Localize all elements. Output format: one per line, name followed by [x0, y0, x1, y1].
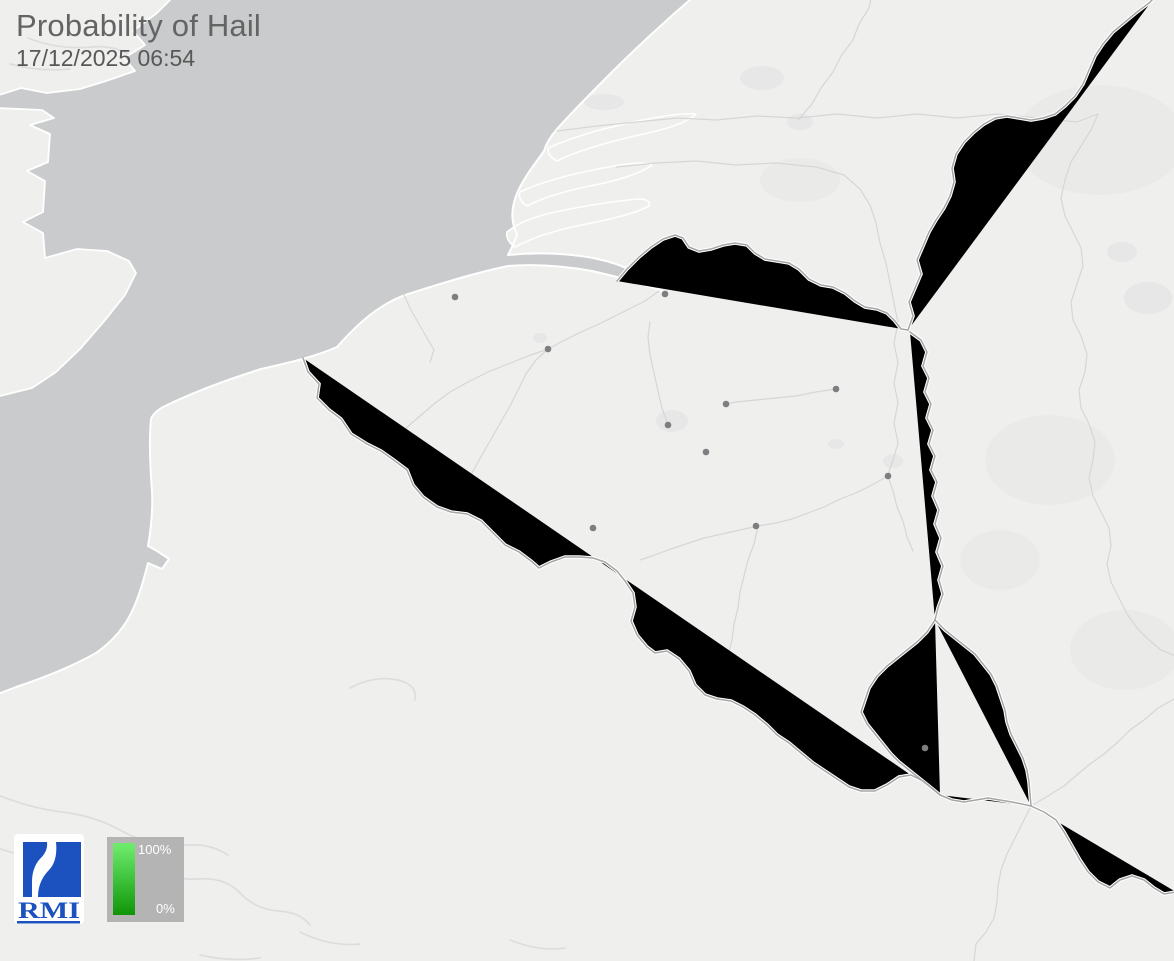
city-dot — [722, 400, 730, 408]
england-landmass — [0, 0, 172, 397]
sea — [0, 0, 690, 694]
city-dot — [589, 524, 597, 532]
coastline — [0, 0, 692, 695]
rmi-logo-graphic: RMI — [17, 842, 81, 924]
delta-islands — [506, 112, 697, 248]
map-timestamp: 17/12/2025 06:54 — [16, 45, 196, 71]
city-dot — [664, 421, 672, 429]
city-dot — [544, 345, 552, 353]
rmi-logo: RMI — [14, 834, 84, 924]
title-block: Probability of Hail 17/12/2025 06:54 — [16, 8, 261, 72]
page-title: Probability of Hail — [16, 8, 262, 43]
city-markers — [451, 290, 929, 752]
border-lines — [302, 0, 1174, 895]
legend-min-label: 0% — [156, 901, 175, 916]
city-dot — [832, 385, 840, 393]
legend-max-label: 100% — [138, 842, 172, 857]
city-dot — [451, 293, 459, 301]
city-dot — [702, 448, 710, 456]
city-dot — [884, 472, 892, 480]
city-dot — [752, 522, 760, 530]
city-dot — [661, 290, 669, 298]
legend-gradient-bar — [113, 843, 135, 915]
city-dot — [921, 744, 929, 752]
terrain-patches — [760, 85, 1174, 690]
rmi-logo-text: RMI — [18, 898, 80, 923]
probability-legend: 100% 0% — [107, 837, 184, 922]
